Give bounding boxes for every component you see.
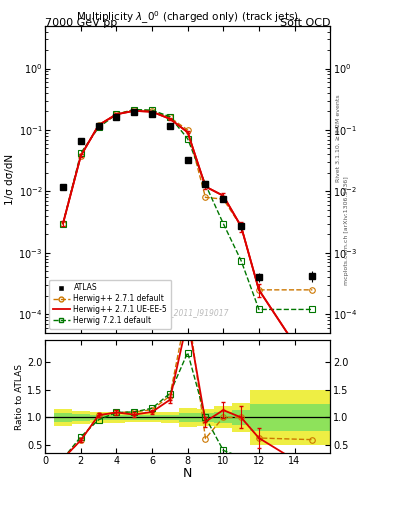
X-axis label: N: N xyxy=(183,467,192,480)
Title: Multiplicity $\lambda\_0^0$ (charged only) (track jets): Multiplicity $\lambda\_0^0$ (charged onl… xyxy=(76,9,299,26)
Y-axis label: 1/σ dσ/dN: 1/σ dσ/dN xyxy=(6,154,15,205)
Legend: ATLAS, Herwig++ 2.7.1 default, Herwig++ 2.7.1 UE-EE-5, Herwig 7.2.1 default: ATLAS, Herwig++ 2.7.1 default, Herwig++ … xyxy=(49,280,171,329)
Text: Soft QCD: Soft QCD xyxy=(280,18,330,28)
Text: 7000 GeV pp: 7000 GeV pp xyxy=(45,18,118,28)
Y-axis label: Ratio to ATLAS: Ratio to ATLAS xyxy=(15,364,24,430)
Text: mcplots.cern.ch [arXiv:1306.3436]: mcplots.cern.ch [arXiv:1306.3436] xyxy=(344,176,349,285)
Text: Rivet 3.1.10, ≥ 3.2M events: Rivet 3.1.10, ≥ 3.2M events xyxy=(336,94,341,182)
Text: ATLAS_2011_I919017: ATLAS_2011_I919017 xyxy=(147,308,229,317)
